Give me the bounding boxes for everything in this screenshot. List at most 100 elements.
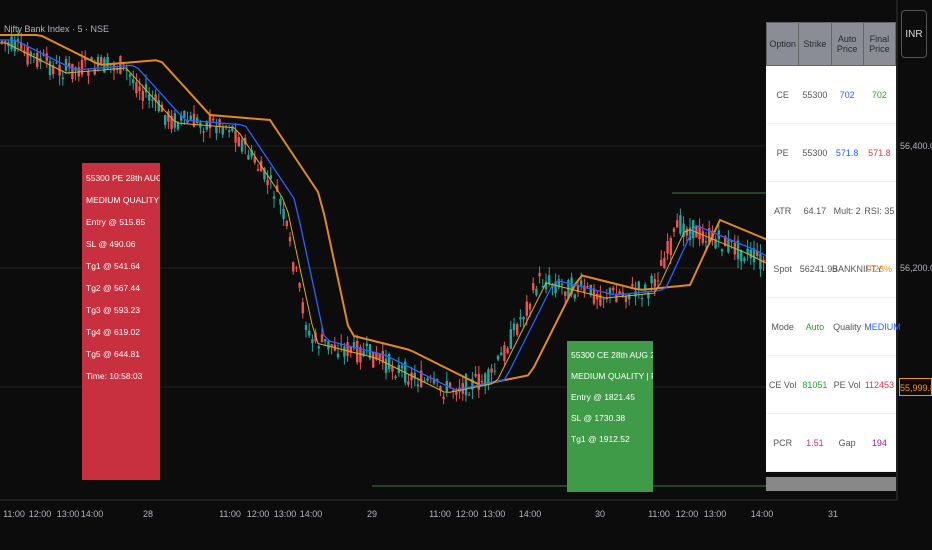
table-row: PE 55300 571.8 571.8 xyxy=(766,123,896,182)
candle-body xyxy=(570,277,573,295)
candle-body xyxy=(519,317,522,320)
candle-body xyxy=(407,381,410,385)
candle-body xyxy=(20,42,23,50)
candle-body xyxy=(660,259,663,266)
candle-body xyxy=(71,63,74,80)
candle-body xyxy=(516,324,519,335)
table-cell: MEDIUM xyxy=(863,297,901,356)
time-label: 12:00 xyxy=(455,509,479,519)
candle-body xyxy=(391,366,394,372)
time-label: 13:00 xyxy=(482,509,506,519)
candle-body xyxy=(480,380,484,383)
candle-body xyxy=(221,126,224,135)
candle-body xyxy=(676,220,679,228)
candle-body xyxy=(167,111,170,122)
candle-body xyxy=(80,59,84,75)
candle-body xyxy=(224,125,228,127)
signal-line: Tg1 @ 1912.52 xyxy=(571,434,630,444)
candle-body xyxy=(618,291,621,294)
candle-body xyxy=(666,240,669,254)
candle-body xyxy=(442,396,445,400)
candle-body xyxy=(656,280,660,282)
candle-body xyxy=(583,285,586,293)
candle-body xyxy=(749,249,752,259)
candle-body xyxy=(164,115,167,125)
candle-body xyxy=(365,343,368,347)
candle-body xyxy=(212,118,215,121)
table-cell: Gap xyxy=(831,413,864,472)
candle-body xyxy=(496,355,500,360)
candle-body xyxy=(468,394,471,396)
moving-average xyxy=(0,39,781,391)
candle-body xyxy=(730,240,733,243)
option-table: Option Strike Auto Price Final Price CE 5530… xyxy=(765,22,901,472)
candle-body xyxy=(96,56,100,67)
table-cell: 194 xyxy=(863,413,896,472)
candle-body xyxy=(528,303,532,310)
candle-body xyxy=(135,82,138,94)
time-label: 11:00 xyxy=(648,509,670,519)
moving-average xyxy=(0,34,781,387)
candle-body xyxy=(375,352,378,360)
candle-body xyxy=(240,139,244,152)
candle-body xyxy=(61,77,64,80)
candle-body xyxy=(138,86,141,92)
candle-body xyxy=(500,352,503,356)
candle-body xyxy=(490,368,493,373)
candles xyxy=(0,29,781,405)
candle-body xyxy=(381,351,384,363)
candle-body xyxy=(631,283,634,287)
time-label: 11:00 xyxy=(3,509,25,519)
table-cell: 112453 xyxy=(863,355,896,414)
candle-body xyxy=(10,36,13,50)
price-label: 56,400.00 xyxy=(900,141,932,151)
candle-body xyxy=(724,236,727,246)
candle-body xyxy=(759,253,762,270)
candle-body xyxy=(183,110,186,118)
candle-body xyxy=(141,91,144,101)
candle-body xyxy=(512,323,516,331)
signal-line: Entry @ 515.85 xyxy=(86,217,146,227)
candle-body xyxy=(349,346,352,354)
candle-body xyxy=(628,294,631,300)
candle-body xyxy=(557,279,560,288)
candle-body xyxy=(640,297,644,299)
candle-body xyxy=(263,167,266,180)
candle-body xyxy=(599,294,602,306)
candle-body xyxy=(394,376,397,379)
candle-body xyxy=(384,358,388,373)
time-label: 11:00 xyxy=(219,509,241,519)
signal-line: Time: 10:58:03 xyxy=(86,371,143,381)
candle-body xyxy=(247,155,250,160)
candle-body xyxy=(378,354,381,360)
candle-body xyxy=(746,248,749,255)
candle-body xyxy=(125,69,128,72)
candle-body xyxy=(416,384,420,387)
candle-body xyxy=(423,380,426,382)
candle-body xyxy=(685,228,688,236)
candle-body xyxy=(474,374,477,377)
candle-body xyxy=(762,259,765,263)
table-cell: Spot xyxy=(766,239,799,298)
candle-body xyxy=(503,345,506,361)
table-cell: PE Vol xyxy=(831,355,864,414)
candle-body xyxy=(506,348,509,354)
candle-body xyxy=(740,249,743,262)
signal-line: 55300 CE 28th AUG 25 xyxy=(571,350,653,360)
candle-body xyxy=(544,281,548,290)
candle-body xyxy=(90,57,93,61)
candle-body xyxy=(279,199,282,205)
candle-body xyxy=(308,330,311,336)
candle-body xyxy=(327,340,330,350)
candle-body xyxy=(720,249,724,252)
candle-body xyxy=(151,99,154,101)
candle-body xyxy=(647,292,650,299)
currency-button[interactable]: INR xyxy=(901,10,927,58)
candle-body xyxy=(298,282,301,288)
candle-body xyxy=(522,317,525,320)
signal-line: Tg4 @ 619.02 xyxy=(86,327,140,337)
candle-body xyxy=(292,262,295,272)
table-cell: 0.23% xyxy=(863,239,896,298)
candle-body xyxy=(541,285,544,287)
candle-body xyxy=(100,56,103,64)
